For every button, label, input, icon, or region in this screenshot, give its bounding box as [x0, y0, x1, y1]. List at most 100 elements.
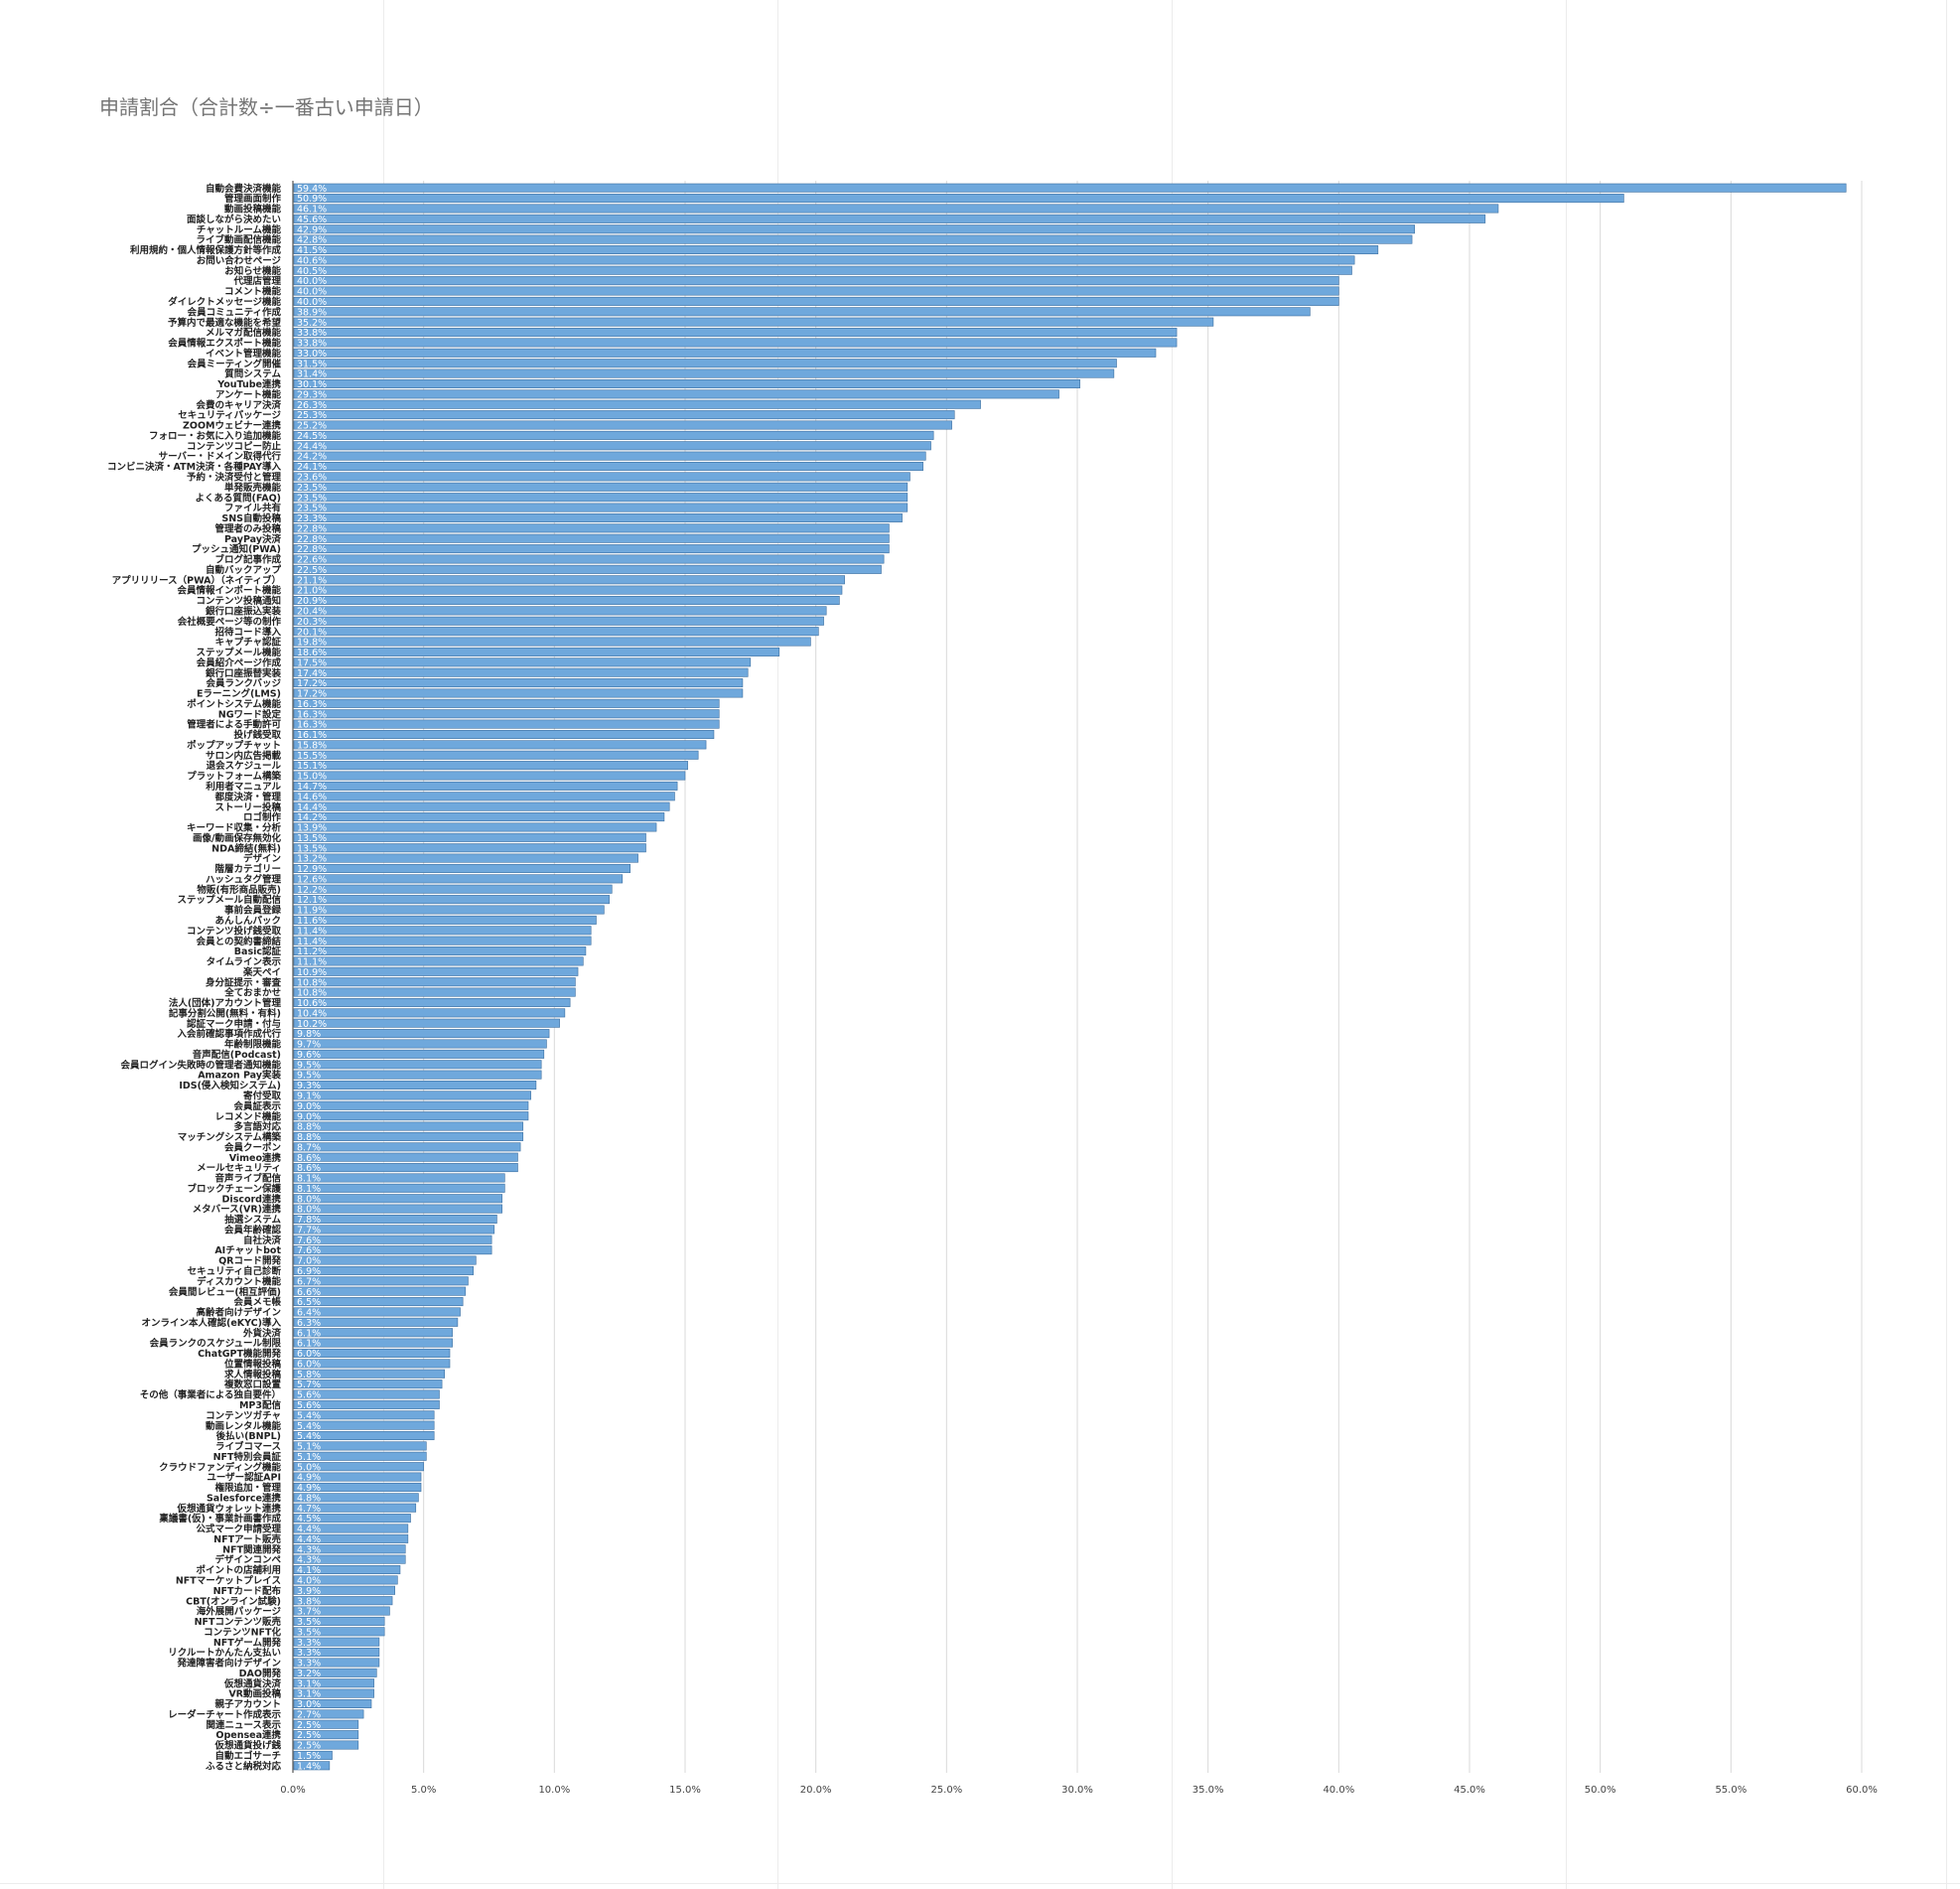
bar [293, 1029, 550, 1039]
bar [293, 286, 1339, 296]
category-label: 関連ニュース表示 [206, 1719, 281, 1731]
bar [293, 905, 605, 915]
bar [293, 1658, 380, 1668]
bar [293, 750, 699, 760]
data-label: 24.2% [297, 452, 327, 463]
data-label: 16.1% [297, 730, 327, 741]
data-label: 59.4% [297, 184, 327, 195]
data-label: 5.6% [297, 1390, 321, 1401]
data-label: 22.6% [297, 555, 327, 566]
category-label: 認証マーク申請・付与 [187, 1018, 281, 1030]
bar [293, 389, 1059, 399]
data-label: 9.1% [297, 1090, 321, 1101]
data-label: 8.8% [297, 1122, 321, 1133]
category-label: 位置情報投稿 [224, 1358, 282, 1370]
data-label: 13.5% [297, 833, 327, 844]
category-label: Eラーニング(LMS) [197, 688, 281, 700]
bar [293, 1709, 364, 1719]
category-label: 自動バックアップ [206, 564, 282, 576]
category-label: 仮想通貨決済 [223, 1677, 282, 1689]
category-label: 抽選システム [224, 1214, 281, 1226]
bar [293, 1420, 435, 1430]
bar [293, 966, 579, 976]
data-label: 7.6% [297, 1235, 321, 1246]
category-label: 会員クーポン [224, 1141, 281, 1153]
bar [293, 1173, 505, 1183]
category-label: 年齢制限機能 [224, 1039, 282, 1051]
category-label: 会員証表示 [233, 1100, 281, 1112]
bar [293, 1090, 531, 1100]
data-label: 5.4% [297, 1421, 321, 1432]
data-label: 10.4% [297, 1008, 327, 1019]
bar [293, 1225, 495, 1235]
data-label: 8.7% [297, 1142, 321, 1153]
category-label: ハッシュタグ管理 [206, 873, 282, 885]
data-label: 23.5% [297, 483, 327, 494]
category-label: NFTアート販売 [213, 1533, 281, 1545]
category-label: 銀行口座振替実装 [206, 667, 282, 679]
data-label: 4.7% [297, 1504, 321, 1515]
bar [293, 997, 571, 1007]
bar [293, 1678, 374, 1688]
x-tick-label: 25.0% [930, 1785, 962, 1796]
bar [293, 1698, 372, 1708]
bar [293, 812, 665, 822]
data-label: 13.5% [297, 843, 327, 854]
bar [293, 936, 592, 945]
data-label: 3.3% [297, 1659, 321, 1670]
bar [293, 399, 981, 409]
bar [293, 1183, 505, 1193]
data-label: 40.6% [297, 255, 327, 266]
category-label: リクルートかんたん支払い [168, 1647, 281, 1659]
bar [293, 307, 1311, 317]
category-label: オンライン本人確認(eKYC)導入 [141, 1317, 281, 1329]
data-label: 11.4% [297, 937, 327, 947]
category-label: 海外展開パッケージ [197, 1606, 282, 1618]
bar [293, 946, 587, 956]
data-label: 23.5% [297, 493, 327, 504]
data-label: 9.7% [297, 1040, 321, 1051]
category-label: QRコード開発 [218, 1255, 281, 1267]
bar [293, 1163, 518, 1173]
category-label: デザインコンペ [214, 1554, 281, 1566]
category-label: NFTコンテンツ販売 [195, 1616, 282, 1628]
category-label: 身分証提示・審査 [206, 976, 282, 988]
bar [293, 719, 720, 729]
data-label: 42.8% [297, 235, 327, 246]
data-label: 4.3% [297, 1544, 321, 1555]
category-label: 仮想通貨ウォレット連携 [176, 1503, 281, 1515]
data-label: 3.2% [297, 1669, 321, 1679]
category-label: 予約・決済受付と管理 [187, 472, 282, 484]
data-label: 29.3% [297, 389, 327, 400]
data-label: 11.1% [297, 957, 327, 968]
x-tick-label: 50.0% [1585, 1785, 1616, 1796]
data-label: 2.5% [297, 1741, 321, 1752]
data-label: 3.3% [297, 1638, 321, 1649]
bar [293, 1039, 547, 1049]
bar [293, 348, 1157, 358]
bar [293, 1307, 461, 1317]
category-label: 発達障害者向けデザイン [176, 1658, 281, 1670]
category-label: 寄付受取 [243, 1090, 282, 1101]
category-label: 会員ログイン失敗時の管理者通知機能 [120, 1059, 281, 1071]
data-label: 13.9% [297, 823, 327, 834]
category-label: コンテンツガチャ [206, 1409, 281, 1421]
bar [293, 1399, 440, 1409]
x-tick-label: 60.0% [1846, 1785, 1878, 1796]
bar [293, 1265, 474, 1275]
bar [293, 1152, 518, 1162]
bar [293, 1431, 435, 1441]
data-label: 18.6% [297, 648, 327, 658]
bar [293, 410, 955, 420]
bar [293, 1235, 492, 1244]
data-label: 17.4% [297, 668, 327, 679]
data-label: 15.8% [297, 740, 327, 751]
data-label: 42.9% [297, 224, 327, 235]
category-label: ダイレクトメッセージ機能 [168, 296, 281, 308]
category-label: ライブ動画配信機能 [196, 234, 281, 246]
category-label: ストーリー投稿 [214, 801, 281, 813]
category-label: コンテンツコピー防止 [187, 440, 282, 452]
bar [293, 183, 1847, 193]
category-label: Discord連携 [222, 1193, 282, 1205]
